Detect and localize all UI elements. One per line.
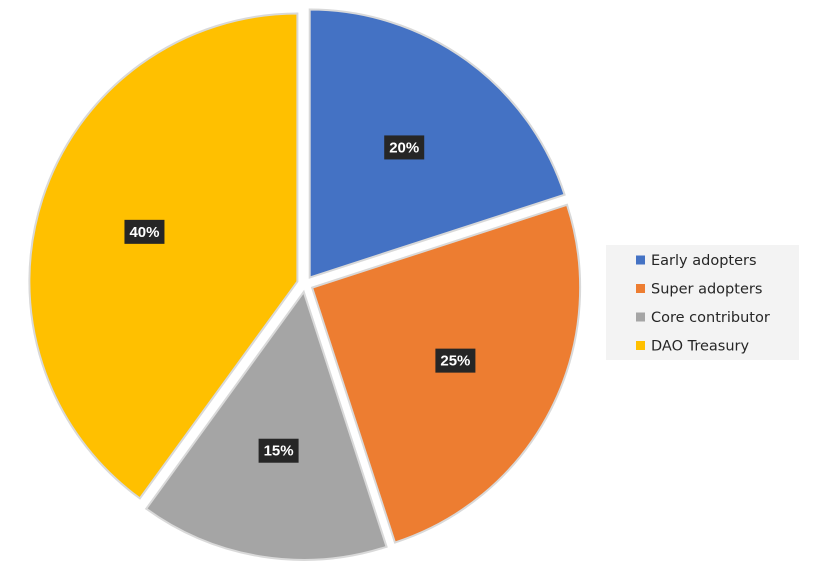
legend-swatch [636,341,645,350]
data-label-background [384,135,425,160]
pie-data-labels: 20% 25% 15% 40% [124,135,476,463]
data-label-super-adopters: 25% [435,348,476,373]
data-label-core-contributor: 15% [258,438,299,463]
data-label-text: 20% [389,139,419,156]
data-label-text: 40% [129,224,159,241]
data-label-text: 25% [440,353,470,370]
legend-label: Early adopters [651,253,757,269]
legend-label: Core contributor [651,310,770,326]
data-label-dao-treasury: 40% [124,219,165,244]
legend-label: DAO Treasury [651,339,749,355]
legend-swatch [636,255,645,265]
data-label-background [124,219,165,244]
pie-slices [28,8,582,561]
data-label-background [258,438,299,463]
pie-slice-early-adopters [308,8,566,279]
pie-slice-super-adopters [310,203,582,544]
legend-item-super-adopters: Super adopters [636,282,762,298]
data-label-background [435,348,476,373]
data-label-text: 15% [264,443,294,460]
chart-legend: Early adopters Super adopters Core contrib… [606,245,799,360]
pie-slice-core-contributor [144,289,388,561]
legend-item-early-adopters: Early adopters [636,253,757,269]
legend-swatch [636,284,645,293]
legend-item-core-contributor: Core contributor [636,310,770,326]
pie-slice-dao-treasury [28,12,299,500]
legend-item-dao-treasury: DAO Treasury [636,339,749,355]
legend-swatch [636,312,645,322]
legend-label: Super adopters [651,282,762,298]
data-label-early-adopters: 20% [384,135,425,160]
